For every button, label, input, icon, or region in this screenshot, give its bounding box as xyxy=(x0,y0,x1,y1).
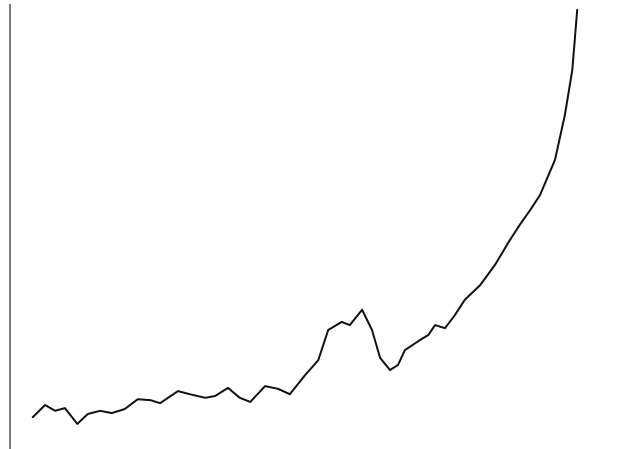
data-line xyxy=(31,8,579,425)
